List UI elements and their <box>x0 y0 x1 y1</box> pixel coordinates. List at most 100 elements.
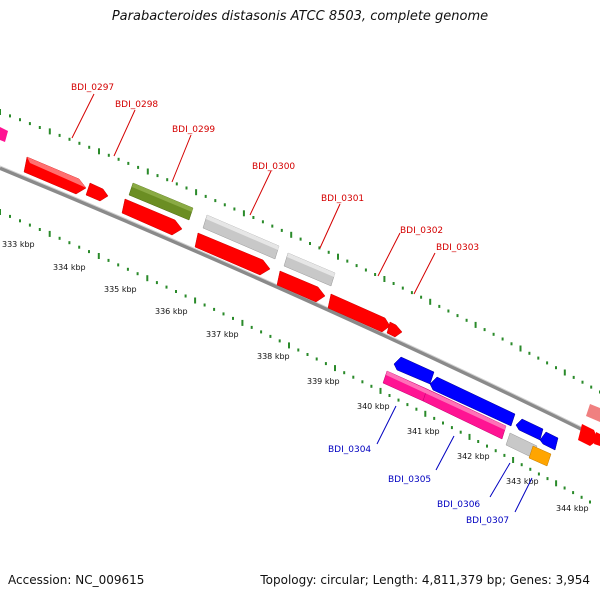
tick-mark <box>107 258 110 262</box>
kbp-label: 335 kbp <box>104 285 137 294</box>
gene-label[interactable]: BDI_0299 <box>172 125 215 135</box>
tick-mark <box>555 480 558 487</box>
kbp-label: 343 kbp <box>506 477 539 486</box>
kbp-label: 339 kbp <box>307 377 340 386</box>
gene-feature-red[interactable] <box>194 232 271 276</box>
gene-label[interactable]: BDI_0300 <box>252 162 295 172</box>
gene-label[interactable]: BDI_0305 <box>388 475 431 485</box>
map-title: Parabacteroides distasonis ATCC 8503, co… <box>111 9 489 24</box>
tick-mark <box>589 500 591 504</box>
tick-mark <box>97 253 100 259</box>
tick-mark <box>503 453 506 457</box>
gene-feature-magenta[interactable] <box>0 127 8 142</box>
tick-mark <box>346 259 349 263</box>
tick-mark <box>510 342 513 346</box>
tick-mark <box>204 194 207 198</box>
gene-label[interactable]: BDI_0297 <box>71 83 114 93</box>
forward-gene-labels: BDI_0297 BDI_0298 BDI_0299 BDI_0300 BDI_… <box>71 83 479 253</box>
tick-mark <box>166 178 169 182</box>
tick-mark <box>447 309 450 313</box>
tick-mark <box>137 165 140 169</box>
tick-mark <box>19 219 21 223</box>
tick-mark <box>78 245 81 249</box>
tick-mark <box>519 345 522 352</box>
gene-feature-bdi-0307[interactable] <box>528 445 552 467</box>
gene-feature-red[interactable] <box>578 424 598 446</box>
gene-feature-pink[interactable] <box>586 404 600 422</box>
tick-mark <box>352 375 355 379</box>
forward-genes <box>0 127 403 338</box>
gene-feature-blue[interactable] <box>429 376 516 427</box>
gene-label[interactable]: BDI_0303 <box>436 243 479 253</box>
tick-mark <box>156 174 159 178</box>
gene-feature-red[interactable] <box>276 270 326 303</box>
gene-label[interactable]: BDI_0301 <box>321 194 364 204</box>
gene-feature-bdi-0298[interactable] <box>85 182 109 202</box>
tick-mark <box>242 210 245 217</box>
tick-mark <box>184 294 187 298</box>
tick-mark <box>260 330 263 334</box>
tick-mark <box>429 298 432 305</box>
kbp-label: 336 kbp <box>155 307 188 316</box>
tick-mark <box>9 114 11 118</box>
tick-mark <box>223 203 226 207</box>
gene-feature-blue[interactable] <box>393 356 435 385</box>
gene-label[interactable]: BDI_0306 <box>437 500 480 510</box>
gene-feature-blue[interactable] <box>539 431 559 451</box>
tick-mark <box>155 281 158 285</box>
tick-mark <box>269 334 272 338</box>
tick-mark <box>213 307 216 311</box>
tick-mark <box>563 486 566 490</box>
tick-mark <box>383 276 386 282</box>
tick-mark <box>474 321 477 328</box>
tick-mark <box>324 362 327 366</box>
accession-text: Accession: NC_009615 <box>8 573 145 587</box>
tick-mark <box>241 319 244 326</box>
tick-mark <box>563 369 566 376</box>
kbp-label: 342 kbp <box>457 452 490 461</box>
tick-mark <box>343 371 346 375</box>
topology-text: Topology: circular; Length: 4,811,379 bp… <box>260 573 590 587</box>
gene-label[interactable]: BDI_0298 <box>115 100 158 110</box>
gene-label[interactable]: BDI_0307 <box>466 516 509 526</box>
kbp-label: 333 kbp <box>2 240 35 249</box>
tick-mark <box>250 325 253 329</box>
tick-mark <box>477 440 480 443</box>
tick-mark <box>555 366 557 370</box>
gene-feature-blue[interactable] <box>515 418 544 441</box>
tick-mark <box>392 282 395 285</box>
kbp-label: 334 kbp <box>53 263 86 272</box>
gene-label[interactable]: BDI_0304 <box>328 445 371 455</box>
tick-mark <box>299 237 302 241</box>
tick-mark <box>529 467 532 471</box>
tick-mark <box>222 312 225 316</box>
tick-mark <box>78 141 81 145</box>
tick-mark <box>572 491 575 495</box>
kbp-label: 341 kbp <box>407 427 440 436</box>
gene-feature-red[interactable] <box>594 432 600 446</box>
gene-feature-red[interactable] <box>121 198 183 236</box>
tick-mark <box>88 145 91 149</box>
gene-feature-bdi-0302[interactable] <box>327 293 391 333</box>
tick-mark <box>58 236 61 240</box>
kbp-label: 344 kbp <box>556 504 589 513</box>
tick-mark <box>501 337 504 341</box>
tick-mark <box>98 148 100 155</box>
tick-mark <box>364 268 367 272</box>
tick-mark <box>546 477 549 481</box>
tick-mark <box>58 133 61 137</box>
tick-mark <box>388 394 391 397</box>
inner-tick-ring <box>0 209 591 504</box>
tick-mark <box>494 449 497 453</box>
tick-mark <box>261 220 264 224</box>
tick-mark <box>315 357 318 361</box>
tick-mark <box>379 387 382 394</box>
kbp-label: 337 kbp <box>206 330 239 339</box>
tick-mark <box>456 314 459 318</box>
tick-mark <box>117 157 120 161</box>
gene-label[interactable]: BDI_0302 <box>400 226 443 236</box>
gene-feature-bdi-0303[interactable] <box>386 321 403 338</box>
tick-mark <box>318 246 321 250</box>
kbp-label: 340 kbp <box>357 402 390 411</box>
